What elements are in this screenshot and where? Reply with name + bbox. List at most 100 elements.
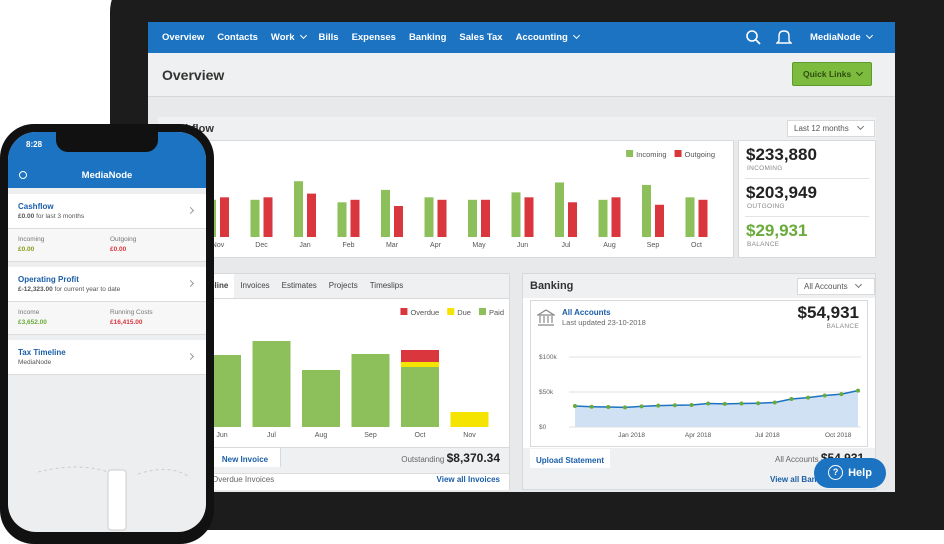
stat-value: £0.00 bbox=[18, 246, 35, 253]
summary-divider bbox=[745, 216, 869, 217]
row-title: Operating Profit bbox=[18, 275, 79, 284]
row-title: Cashflow bbox=[18, 202, 54, 211]
settings-icon[interactable] bbox=[19, 171, 27, 179]
legend-swatch bbox=[626, 150, 634, 157]
nav-items: Overview Contacts Work Bills Expenses Banking… bbox=[162, 31, 580, 43]
nav-label: Work bbox=[270, 32, 295, 43]
balance-point bbox=[839, 392, 844, 397]
x-tick-label: Sep bbox=[364, 432, 377, 439]
balance-line bbox=[574, 389, 859, 409]
account-menu[interactable]: MediaNode bbox=[810, 31, 873, 43]
bar bbox=[220, 197, 229, 237]
phone-row[interactable]: Tax Timeline MediaNode bbox=[8, 340, 206, 375]
balance-point bbox=[789, 397, 794, 401]
cashflow-header bbox=[158, 117, 876, 140]
x-tick-label: Aug bbox=[603, 242, 616, 249]
upload-statement-label: Upload Statement bbox=[535, 456, 604, 465]
nav-item[interactable]: Bills bbox=[319, 32, 339, 43]
outstanding-label: Outstanding bbox=[401, 455, 445, 464]
view-all-invoices[interactable]: View all Invoices bbox=[436, 475, 500, 484]
phone-stats: Income £3,652.00 Running Costs £16,415.00 bbox=[8, 302, 206, 335]
bell-icon[interactable] bbox=[776, 29, 792, 47]
phone-row[interactable]: Cashflow £0.00 for last 3 months bbox=[8, 194, 206, 229]
row-chevron bbox=[186, 279, 195, 288]
stat-value: £16,415.00 bbox=[110, 319, 143, 326]
balance-point bbox=[772, 400, 777, 405]
bank-icon bbox=[537, 309, 555, 326]
bar bbox=[524, 197, 534, 237]
nav-item[interactable]: Banking bbox=[409, 32, 446, 43]
banking-chart: $0 $50k $100k Jan 2018 Apr 2018 Jul 2018 Oct 2… bbox=[539, 354, 861, 439]
tab[interactable]: Projects bbox=[328, 281, 358, 290]
bar bbox=[511, 192, 521, 237]
phone-title: MediaNode bbox=[81, 170, 133, 181]
stat-label: Running Costs bbox=[110, 309, 153, 316]
nav-label: Expenses bbox=[351, 32, 396, 43]
y-tick-label: $50k bbox=[539, 389, 554, 396]
tab[interactable]: Estimates bbox=[281, 281, 317, 290]
x-tick-label: Apr 2018 bbox=[685, 432, 712, 439]
nav-item[interactable]: Work bbox=[270, 31, 307, 43]
help-button[interactable]: ? Help bbox=[814, 458, 886, 488]
x-tick-label: Oct bbox=[415, 432, 426, 439]
x-tick-label: Jun bbox=[517, 242, 528, 249]
balance-area bbox=[575, 390, 858, 427]
shape bbox=[755, 39, 761, 45]
nav-item[interactable]: Contacts bbox=[217, 32, 258, 43]
bar bbox=[685, 197, 695, 237]
row-subtitle-text: for current year to date bbox=[54, 286, 121, 293]
upload-statement-tab[interactable]: Upload Statement bbox=[530, 449, 610, 468]
row-subtitle-value: £0.00 bbox=[18, 213, 35, 220]
x-tick-label: Apr bbox=[430, 242, 442, 249]
phone-row[interactable]: Operating Profit £-12,323.00 for current … bbox=[8, 267, 206, 302]
account-select-label: All Accounts bbox=[804, 282, 848, 291]
bank-balance: $54,931 bbox=[797, 303, 859, 322]
x-tick-label: Oct bbox=[691, 242, 702, 249]
summary-value: $29,931 bbox=[746, 221, 808, 240]
nav-label: Accounting bbox=[515, 32, 568, 43]
stat-value: £0.00 bbox=[110, 246, 127, 253]
nav-item[interactable]: Expenses bbox=[352, 32, 396, 43]
nav-item[interactable]: Accounting bbox=[515, 31, 580, 43]
help-icon: ? bbox=[828, 465, 844, 480]
dropdown-chevron bbox=[299, 31, 307, 40]
outstanding: Outstanding $8,370.34 bbox=[401, 451, 500, 465]
account-name: MediaNode bbox=[810, 32, 861, 43]
balance-point bbox=[739, 401, 744, 406]
bar bbox=[424, 197, 434, 237]
account-dropdown[interactable]: All Accounts bbox=[797, 278, 875, 295]
last-updated: Last updated 23-10-2018 bbox=[562, 318, 646, 327]
nav-item[interactable]: Overview bbox=[162, 32, 204, 43]
bar-segment bbox=[302, 370, 340, 427]
tab[interactable]: Timeslips bbox=[369, 281, 404, 290]
shape bbox=[854, 280, 862, 289]
bar bbox=[381, 189, 390, 237]
period-dropdown[interactable]: Last 12 months bbox=[787, 120, 875, 137]
row-chevron bbox=[186, 206, 195, 215]
x-tick-label: Jul bbox=[267, 432, 276, 439]
bar-segment bbox=[401, 350, 439, 362]
quick-links-button[interactable]: Quick Links bbox=[792, 62, 872, 86]
balance-point bbox=[806, 395, 811, 400]
nav-item[interactable]: Sales Tax bbox=[459, 32, 502, 43]
legend-label: Overdue bbox=[410, 308, 439, 317]
overdue-link[interactable]: Overdue Invoices bbox=[212, 475, 275, 484]
new-invoice-tab[interactable]: New Invoice bbox=[210, 448, 281, 467]
x-tick-label: Oct 2018 bbox=[825, 432, 852, 439]
row-subtitle-text: for last 3 months bbox=[36, 213, 85, 220]
tab[interactable]: Invoices bbox=[240, 281, 270, 290]
bar-segment bbox=[450, 412, 489, 427]
summary-value: $233,880 bbox=[746, 145, 817, 164]
invoices-chart: Jun Jul Aug Sep Oct Nov Paid Due Overdue bbox=[203, 308, 504, 439]
page-title: Overview bbox=[162, 67, 225, 83]
legend-label: Outgoing bbox=[685, 150, 715, 159]
account-name[interactable]: All Accounts bbox=[562, 308, 611, 317]
bar-segment bbox=[401, 367, 439, 427]
search-icon[interactable] bbox=[745, 29, 763, 47]
x-tick-label: Jan 2018 bbox=[618, 432, 645, 439]
legend-swatch bbox=[400, 308, 408, 315]
y-tick-label: $0 bbox=[539, 424, 547, 431]
row-subtitle: MediaNode bbox=[18, 359, 51, 366]
summary-label: BALANCE bbox=[747, 241, 780, 248]
stat-label: Outgoing bbox=[110, 236, 137, 243]
